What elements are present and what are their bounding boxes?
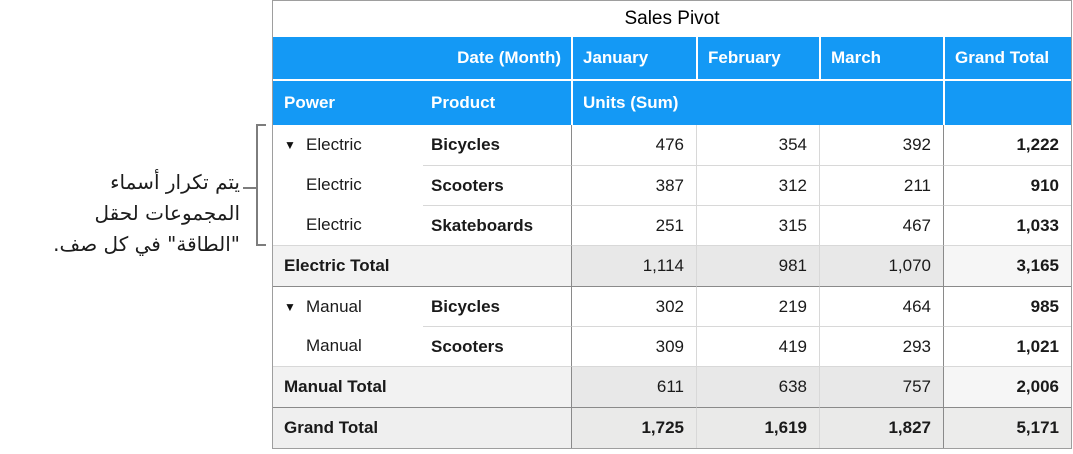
product-cell[interactable]: Scooters — [423, 165, 571, 205]
row-total-cell[interactable]: 910 — [943, 165, 1071, 205]
value-cell[interactable]: 315 — [696, 205, 819, 245]
grand-total-value-cell[interactable]: 1,827 — [819, 407, 943, 448]
callout-bracket — [256, 124, 266, 246]
header-product-label: Product — [431, 93, 496, 112]
header-march[interactable]: March — [819, 37, 943, 81]
subtotal-value-cell[interactable]: 611 — [571, 366, 696, 407]
power-cell[interactable]: Electric — [273, 205, 423, 245]
subtotal-label-cell[interactable]: Electric Total — [273, 245, 571, 286]
header-power-product[interactable]: Power Product — [273, 81, 571, 125]
value-cell[interactable]: 211 — [819, 165, 943, 205]
power-cell[interactable]: Manual — [273, 326, 423, 366]
disclosure-triangle-icon[interactable]: ▼ — [284, 138, 296, 152]
value-cell[interactable]: 467 — [819, 205, 943, 245]
table-title[interactable]: Sales Pivot — [273, 1, 1071, 37]
callout-text: يتم تكرار أسماء المجموعات لحقل "الطاقة" … — [53, 170, 240, 256]
callout-connector-line — [243, 187, 256, 189]
header-january[interactable]: January — [571, 37, 696, 81]
value-cell[interactable]: 312 — [696, 165, 819, 205]
subtotal-label-cell[interactable]: Manual Total — [273, 366, 571, 407]
subtotal-total-cell[interactable]: 2,006 — [943, 366, 1071, 407]
header-date-month[interactable]: Date (Month) — [273, 37, 571, 81]
value-cell[interactable]: 419 — [696, 326, 819, 366]
power-label: Manual — [306, 296, 362, 316]
value-cell[interactable]: 251 — [571, 205, 696, 245]
header-february[interactable]: February — [696, 37, 819, 81]
row-total-cell[interactable]: 985 — [943, 286, 1071, 326]
subtotal-value-cell[interactable]: 757 — [819, 366, 943, 407]
disclosure-triangle-icon[interactable]: ▼ — [284, 299, 296, 314]
subtotal-value-cell[interactable]: 1,070 — [819, 245, 943, 286]
grand-total-value-cell[interactable]: 1,725 — [571, 407, 696, 448]
value-cell[interactable]: 387 — [571, 165, 696, 205]
value-cell[interactable]: 293 — [819, 326, 943, 366]
value-cell[interactable]: 464 — [819, 286, 943, 326]
value-cell[interactable]: 302 — [571, 286, 696, 326]
power-label: Electric — [306, 175, 362, 194]
power-label: Electric — [306, 215, 362, 234]
header-grand-total[interactable]: Grand Total — [943, 37, 1071, 81]
product-cell[interactable]: Bicycles — [423, 286, 571, 326]
power-cell[interactable]: ▼ Electric — [273, 125, 423, 165]
subtotal-value-cell[interactable]: 981 — [696, 245, 819, 286]
value-cell[interactable]: 309 — [571, 326, 696, 366]
value-cell[interactable]: 354 — [696, 125, 819, 165]
header-units-sum[interactable]: Units (Sum) — [571, 81, 943, 125]
row-total-cell[interactable]: 1,222 — [943, 125, 1071, 165]
subtotal-value-cell[interactable]: 638 — [696, 366, 819, 407]
product-cell[interactable]: Skateboards — [423, 205, 571, 245]
pivot-table: Sales Pivot Date (Month) January Februar… — [272, 0, 1072, 449]
row-total-cell[interactable]: 1,033 — [943, 205, 1071, 245]
value-cell[interactable]: 219 — [696, 286, 819, 326]
grand-total-value-cell[interactable]: 1,619 — [696, 407, 819, 448]
header-power-label: Power — [284, 93, 336, 112]
product-cell[interactable]: Bicycles — [431, 135, 500, 154]
power-cell[interactable]: ▼ Manual — [273, 286, 423, 326]
subtotal-value-cell[interactable]: 1,114 — [571, 245, 696, 286]
power-label: Manual — [306, 336, 362, 355]
power-cell[interactable]: Electric — [273, 165, 423, 205]
power-label: Electric — [306, 135, 362, 154]
header-grand-total-spacer[interactable] — [943, 81, 1071, 125]
grand-total-total-cell[interactable]: 5,171 — [943, 407, 1071, 448]
value-cell[interactable]: 476 — [571, 125, 696, 165]
subtotal-total-cell[interactable]: 3,165 — [943, 245, 1071, 286]
product-cell[interactable]: Scooters — [423, 326, 571, 366]
value-cell[interactable]: 392 — [819, 125, 943, 165]
row-total-cell[interactable]: 1,021 — [943, 326, 1071, 366]
grand-total-label-cell[interactable]: Grand Total — [273, 407, 571, 448]
